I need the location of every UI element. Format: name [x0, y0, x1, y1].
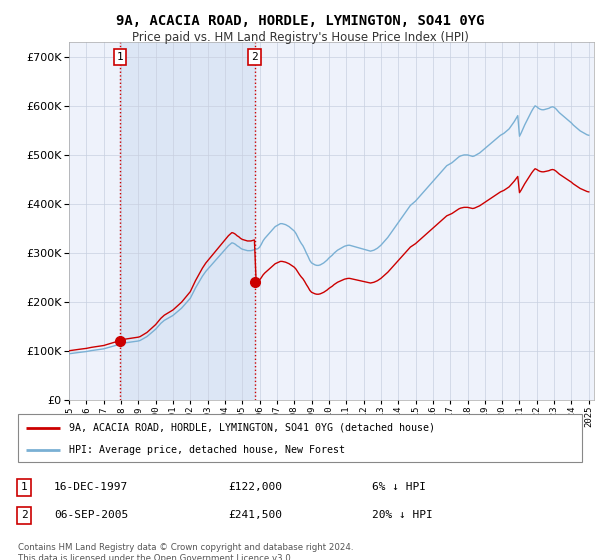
Text: 1: 1: [20, 482, 28, 492]
Text: HPI: Average price, detached house, New Forest: HPI: Average price, detached house, New …: [69, 445, 345, 455]
Text: 1: 1: [117, 52, 124, 62]
Text: 9A, ACACIA ROAD, HORDLE, LYMINGTON, SO41 0YG: 9A, ACACIA ROAD, HORDLE, LYMINGTON, SO41…: [116, 14, 484, 28]
Text: 9A, ACACIA ROAD, HORDLE, LYMINGTON, SO41 0YG (detached house): 9A, ACACIA ROAD, HORDLE, LYMINGTON, SO41…: [69, 423, 435, 433]
Bar: [120, 42, 254, 400]
Text: 20% ↓ HPI: 20% ↓ HPI: [372, 510, 433, 520]
Text: 06-SEP-2005: 06-SEP-2005: [54, 510, 128, 520]
Text: Contains HM Land Registry data © Crown copyright and database right 2024.
This d: Contains HM Land Registry data © Crown c…: [18, 543, 353, 560]
Text: 16-DEC-1997: 16-DEC-1997: [54, 482, 128, 492]
Text: £122,000: £122,000: [228, 482, 282, 492]
Text: 2: 2: [20, 510, 28, 520]
Text: 2: 2: [251, 52, 258, 62]
Text: 6% ↓ HPI: 6% ↓ HPI: [372, 482, 426, 492]
Text: £241,500: £241,500: [228, 510, 282, 520]
Text: Price paid vs. HM Land Registry's House Price Index (HPI): Price paid vs. HM Land Registry's House …: [131, 31, 469, 44]
FancyBboxPatch shape: [18, 414, 582, 462]
